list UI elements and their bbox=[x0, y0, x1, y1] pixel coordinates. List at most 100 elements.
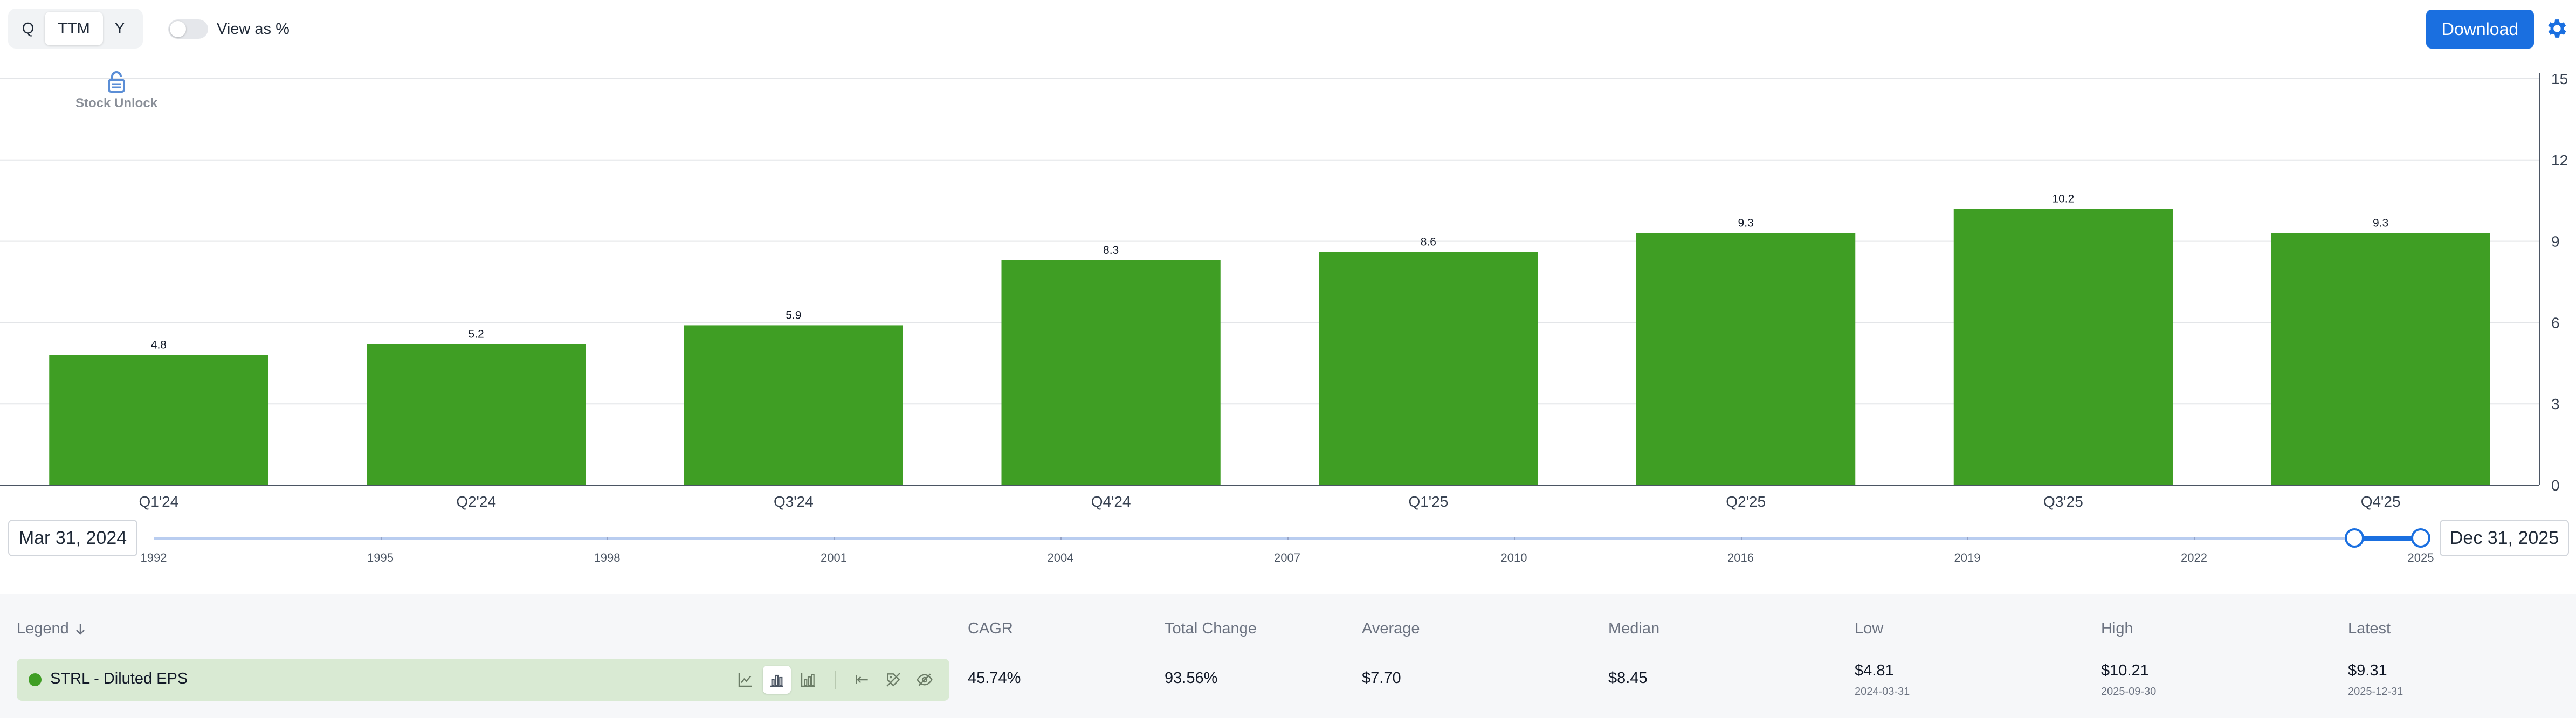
bar-chart-button[interactable] bbox=[763, 666, 791, 694]
y-tick-label: 6 bbox=[2551, 314, 2560, 331]
legend-row-strl[interactable]: STRL - Diluted EPS bbox=[17, 659, 949, 701]
low-date: 2024-03-31 bbox=[1855, 686, 1910, 698]
legend-sort-header[interactable]: Legend bbox=[17, 620, 86, 638]
bar[interactable] bbox=[367, 344, 586, 485]
x-tick-label: Q4'24 bbox=[1091, 493, 1131, 510]
data-label: 10.2 bbox=[2052, 192, 2074, 205]
toolbar-divider bbox=[835, 671, 836, 689]
x-tick-label: Q2'24 bbox=[456, 493, 496, 510]
latest-value: $9.31 bbox=[2348, 662, 2387, 679]
year-tick-mark bbox=[1740, 537, 1742, 540]
download-button[interactable]: Download bbox=[2426, 10, 2534, 49]
y-tick-label: 15 bbox=[2551, 71, 2568, 87]
cagr-header: CAGR bbox=[968, 620, 1013, 637]
year-tick-mark bbox=[1060, 537, 1062, 540]
year-tick-mark bbox=[1967, 537, 1968, 540]
year-tick-mark bbox=[2194, 537, 2195, 540]
total-change-value: 93.56% bbox=[1165, 669, 1218, 687]
stacked-bar-button[interactable] bbox=[794, 666, 822, 694]
data-label: 8.3 bbox=[1103, 244, 1119, 257]
bar[interactable] bbox=[1953, 209, 2173, 485]
year-tick-label: 1992 bbox=[140, 551, 167, 564]
eye-off-icon bbox=[917, 673, 933, 686]
remove-series-button[interactable] bbox=[879, 666, 907, 694]
period-ttm-button[interactable]: TTM bbox=[45, 12, 103, 45]
high-header: High bbox=[2101, 620, 2133, 637]
year-tick-label: 2004 bbox=[1047, 551, 1074, 564]
hide-series-button[interactable] bbox=[911, 666, 939, 694]
data-label: 4.8 bbox=[151, 339, 167, 351]
eps-bar-chart: 4.8 5.2 5.9 8.3 8.6 9.3 10.2 9.3 0 3 6 9 12 15 Q1'24 Q… bbox=[0, 71, 2568, 510]
range-start-date[interactable]: Mar 31, 2024 bbox=[8, 520, 137, 556]
data-label: 5.9 bbox=[786, 309, 801, 321]
year-tick-label: 2022 bbox=[2181, 551, 2207, 564]
year-tick-mark bbox=[607, 537, 608, 540]
axis-arrow-icon bbox=[856, 675, 868, 684]
cagr-value: 45.74% bbox=[968, 669, 1021, 687]
year-tick-mark bbox=[834, 537, 835, 540]
period-selector: Q TTM Y bbox=[8, 9, 143, 49]
gear-icon[interactable] bbox=[2544, 16, 2568, 41]
bar[interactable] bbox=[684, 325, 903, 485]
year-tick-label: 1998 bbox=[594, 551, 621, 564]
period-q-button[interactable]: Q bbox=[22, 19, 35, 37]
high-date: 2025-09-30 bbox=[2101, 686, 2157, 698]
year-tick-label: 2019 bbox=[1954, 551, 1981, 564]
x-tick-label: Q4'25 bbox=[2361, 493, 2401, 510]
bar[interactable] bbox=[1319, 252, 1538, 485]
range-end-handle[interactable] bbox=[2411, 528, 2430, 548]
total-change-header: Total Change bbox=[1165, 620, 1257, 637]
year-tick-label: 2001 bbox=[821, 551, 847, 564]
bar[interactable] bbox=[1001, 260, 1221, 485]
year-tick-label: 2016 bbox=[1727, 551, 1754, 564]
x-tick-label: Q2'25 bbox=[1726, 493, 1766, 510]
bar[interactable] bbox=[49, 355, 268, 485]
stock-unlock-marker[interactable]: Stock Unlock bbox=[75, 70, 157, 111]
bar[interactable] bbox=[2271, 233, 2490, 485]
series-color-dot bbox=[29, 673, 42, 686]
y-tick-label: 0 bbox=[2551, 477, 2560, 494]
x-tick-label: Q3'24 bbox=[774, 493, 814, 510]
legend-header-label: Legend bbox=[17, 620, 69, 637]
y-tick-label: 9 bbox=[2551, 233, 2560, 250]
period-y-button[interactable]: Y bbox=[114, 19, 125, 37]
data-label: 9.3 bbox=[2373, 217, 2388, 230]
high-value: $10.21 bbox=[2101, 662, 2149, 679]
latest-date: 2025-12-31 bbox=[2348, 686, 2403, 698]
data-label: 8.6 bbox=[1421, 236, 1436, 248]
year-tick-mark bbox=[380, 537, 382, 540]
y-tick-label: 3 bbox=[2551, 396, 2560, 412]
median-header: Median bbox=[1608, 620, 1660, 637]
year-tick-mark bbox=[1287, 537, 1289, 540]
data-label: 9.3 bbox=[1738, 217, 1754, 230]
stacked-bar-icon bbox=[801, 673, 815, 687]
view-as-percent-toggle[interactable] bbox=[168, 19, 208, 39]
align-left-axis-button[interactable] bbox=[848, 666, 876, 694]
year-tick-label: 2025 bbox=[2407, 551, 2434, 564]
line-chart-button[interactable] bbox=[732, 666, 760, 694]
year-tick-label: 1995 bbox=[367, 551, 394, 564]
tag-remove-icon bbox=[886, 673, 900, 687]
range-start-handle[interactable] bbox=[2344, 528, 2364, 548]
median-value: $8.45 bbox=[1608, 669, 1648, 687]
year-tick-label: 2007 bbox=[1274, 551, 1300, 564]
x-tick-label: Q3'25 bbox=[2043, 493, 2083, 510]
toggle-knob bbox=[170, 21, 186, 37]
unlock-icon bbox=[108, 71, 126, 93]
stock-unlock-label: Stock Unlock bbox=[75, 96, 158, 111]
x-tick-label: Q1'24 bbox=[139, 493, 178, 510]
year-tick-mark bbox=[1514, 537, 1515, 540]
low-header: Low bbox=[1855, 620, 1884, 637]
range-end-date[interactable]: Dec 31, 2025 bbox=[2440, 520, 2569, 556]
y-tick-label: 12 bbox=[2551, 152, 2568, 169]
view-as-percent-label: View as % bbox=[217, 20, 290, 38]
data-label: 5.2 bbox=[469, 328, 484, 341]
arrow-down-icon bbox=[75, 623, 85, 635]
x-tick-label: Q1'25 bbox=[1408, 493, 1448, 510]
series-name: STRL - Diluted EPS bbox=[50, 670, 188, 687]
low-value: $4.81 bbox=[1855, 662, 1894, 679]
line-chart-icon bbox=[738, 673, 752, 687]
average-value: $7.70 bbox=[1362, 669, 1401, 687]
range-slider-selection[interactable] bbox=[2354, 536, 2421, 541]
bar[interactable] bbox=[1636, 233, 1856, 485]
